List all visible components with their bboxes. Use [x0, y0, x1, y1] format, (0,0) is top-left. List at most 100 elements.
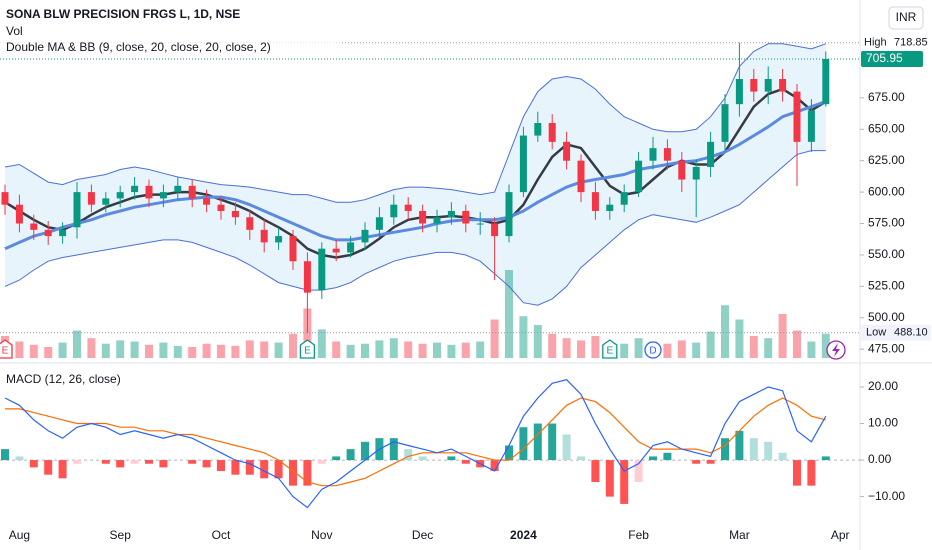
histogram-bar — [130, 460, 139, 464]
volume-bar — [749, 336, 758, 358]
histogram-bar — [332, 456, 341, 461]
candle-body — [159, 192, 167, 199]
y-tick-label: 550.00 — [868, 247, 905, 261]
currency[interactable]: INR — [896, 10, 917, 24]
histogram-bar — [274, 460, 283, 479]
candle-body — [188, 185, 196, 199]
candle-body — [822, 58, 830, 105]
event-badge — [0, 339, 13, 359]
bb-upper — [4, 43, 826, 203]
histogram-bar — [519, 427, 528, 461]
histogram-bar — [692, 460, 701, 464]
histogram-bar — [620, 460, 629, 504]
histogram-bar — [591, 460, 600, 482]
candle-body — [462, 210, 470, 224]
candle-body — [534, 122, 542, 136]
histogram-bar — [361, 441, 369, 461]
volume-bar — [533, 325, 542, 358]
event-label: E — [304, 346, 311, 357]
candle-body — [577, 160, 585, 193]
low-label: Low — [866, 327, 886, 339]
high-label: High — [864, 37, 887, 49]
candle-body — [375, 217, 383, 230]
volume-bar — [418, 343, 427, 358]
candle-body — [318, 248, 326, 291]
histogram-bar — [764, 441, 773, 461]
lightning-icon — [832, 343, 840, 357]
histogram-bar — [404, 449, 413, 461]
histogram-bar — [29, 460, 38, 468]
indicator-label: Double MA & BB (9, close, 20, close, 20,… — [6, 40, 271, 54]
volume-bar — [332, 341, 341, 358]
candle-body — [203, 198, 211, 205]
plot: 475.00 500.00 525.00 550.00 575.00 600.00 625.… — [0, 37, 931, 542]
candle-body — [548, 122, 556, 142]
histogram-bar — [821, 456, 830, 461]
histogram-bar — [202, 460, 211, 468]
candle-body — [102, 198, 110, 205]
event-label: E — [2, 346, 9, 357]
candle-body — [519, 135, 527, 193]
histogram-bar — [562, 434, 571, 461]
volume-bar — [116, 340, 125, 358]
x-tick-label: Sep — [110, 528, 132, 542]
volume-bar — [677, 340, 686, 358]
volume-label: Vol — [6, 24, 23, 38]
y-tick-label: 650.00 — [868, 121, 905, 135]
volume-bar — [317, 329, 326, 358]
volume-bar — [173, 345, 182, 358]
volume-bar — [73, 330, 81, 358]
volume-bar — [620, 343, 629, 358]
candle-body — [73, 192, 81, 228]
candle-body — [750, 79, 758, 92]
histogram-bar — [663, 452, 672, 461]
volume-bar — [778, 314, 787, 358]
volume-bar — [505, 270, 513, 358]
histogram-bar — [577, 456, 585, 461]
event-label: E — [606, 346, 613, 357]
histogram-bar — [389, 438, 398, 461]
candle-body — [663, 148, 671, 161]
currency-button[interactable] — [888, 6, 924, 30]
moving-average — [4, 100, 827, 251]
chart-title: SONA BLW PRECISION FRGS L, 1D, NSE — [6, 7, 240, 21]
x-tick-label: Oct — [212, 528, 231, 542]
histogram-bar — [634, 460, 643, 482]
volume-bar — [375, 340, 384, 358]
histogram-bar — [346, 449, 355, 461]
volume-bar — [389, 338, 398, 358]
y-tick-label: 525.00 — [868, 279, 905, 293]
volume-bar — [562, 338, 571, 358]
y-tick-label: −10.00 — [868, 489, 905, 503]
histogram-bar — [533, 423, 542, 461]
candle-body — [620, 192, 628, 205]
event-badge — [644, 341, 662, 359]
histogram-bar — [418, 456, 427, 461]
signal-line — [5, 397, 826, 487]
candle-body — [764, 79, 772, 92]
volume-bar — [29, 344, 38, 358]
histogram-bar — [317, 460, 326, 464]
candle-body — [44, 229, 52, 237]
histogram-bar — [778, 452, 787, 461]
candle-body — [131, 185, 139, 193]
candle-body — [30, 223, 38, 230]
volume-bar — [591, 336, 600, 358]
y-tick-label: 10.00 — [868, 416, 898, 430]
volume-bar — [58, 342, 67, 358]
volume-bar — [721, 305, 729, 358]
volume-bar — [807, 341, 816, 358]
bb-lower — [4, 150, 826, 306]
volume-bar — [346, 344, 355, 358]
candle-body — [332, 248, 340, 253]
candle-body — [563, 141, 571, 161]
histogram-bar — [807, 460, 816, 486]
volume-bar — [793, 330, 801, 358]
candle-body — [692, 166, 700, 180]
y-tick-label: 575.00 — [868, 216, 905, 230]
candle-body — [15, 204, 23, 224]
x-tick-label: Apr — [831, 528, 850, 542]
macd-line — [4, 379, 827, 509]
histogram-bar — [231, 460, 240, 475]
